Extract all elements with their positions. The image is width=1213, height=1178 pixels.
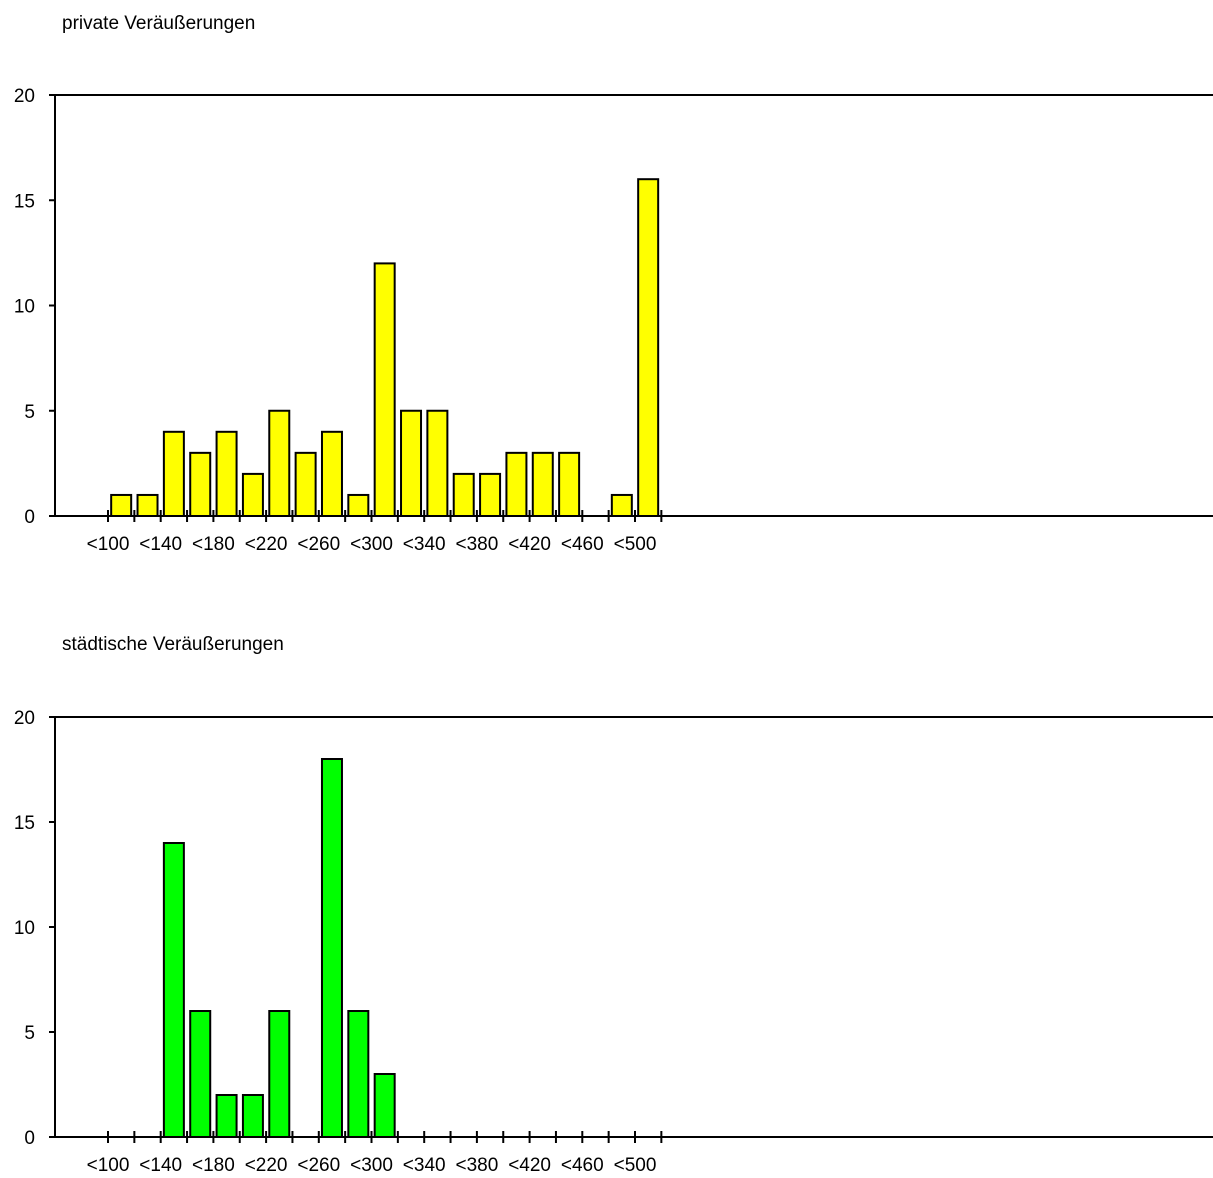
x-tick-label: <420 [508,534,551,555]
x-tick-label: <180 [192,1155,235,1176]
x-tick-label: <140 [139,1155,182,1176]
x-tick-label: <220 [245,534,288,555]
x-tick-label: <300 [350,534,393,555]
bar->=500 [637,178,660,517]
chart-municipal: städtische Veräußerungen 0 5 10 15 20 <100 <14… [0,622,1213,1178]
bar-<280 [320,430,343,517]
x-tick-label: <100 [87,534,130,555]
bar-<240 [268,409,291,517]
bar-<340 [400,409,423,517]
x-tick-label: <140 [139,534,182,555]
y-tick-label: 15 [14,191,35,212]
bar-<460 [558,451,581,518]
x-tick-label: <420 [508,1155,551,1176]
y-tick-label: 20 [14,708,35,729]
x-tick-label: <380 [456,1155,499,1176]
bar-<320 [373,1073,396,1138]
bar-<420 [505,451,528,518]
x-tick-label: <340 [403,1155,446,1176]
y-tick-label: 10 [14,297,35,318]
bar-<300 [347,1010,370,1138]
bar-<180 [189,1010,212,1138]
chart-title: städtische Veräußerungen [62,634,284,655]
x-tick-label: <340 [403,534,446,555]
bar-<140 [136,493,159,518]
x-tick-label: <220 [245,1155,288,1176]
x-tick-label: <100 [87,1155,130,1176]
bar-<200 [215,430,238,517]
y-tick-label: 5 [24,1023,35,1044]
bar-<440 [531,451,554,518]
bar-<160 [162,430,185,517]
y-tick-label: 0 [24,507,35,528]
bar-<280 [320,758,343,1138]
bar-<120 [110,493,133,518]
x-tick-label: <260 [297,1155,340,1176]
bar-<260 [294,451,317,518]
x-tick-label: <180 [192,534,235,555]
bar-<220 [241,1094,264,1138]
x-tick-label: <260 [297,534,340,555]
x-tick-label: <500 [614,534,657,555]
bar-<360 [426,409,449,517]
bar-<400 [479,472,502,517]
chart-municipal-plot: 0 5 10 15 20 <100 <140 <180 <220 <260 <300 <340 <380… [14,708,1213,1176]
bar-<300 [347,493,370,518]
x-tick-label: <380 [456,534,499,555]
bar-<220 [241,472,264,517]
bar-<200 [215,1094,238,1138]
y-tick-label: 20 [14,86,35,107]
y-tick-label: 5 [24,402,35,423]
bar-<380 [452,472,475,517]
chart-private: private Veräußerungen 0 5 10 15 20 <100 <140 <1… [14,13,1213,555]
x-tick-label: <460 [561,534,604,555]
y-tick-label: 15 [14,813,35,834]
y-tick-label: 0 [24,1128,35,1149]
x-tick-label: <300 [350,1155,393,1176]
y-tick-label: 10 [14,918,35,939]
bar-<180 [189,451,212,518]
chart-title: private Veräußerungen [62,13,256,34]
bar-<240 [268,1010,291,1138]
bar-<320 [373,262,396,517]
x-tick-label: <460 [561,1155,604,1176]
chart-private-plot: 0 5 10 15 20 <100 <140 <180 <220 <260 <300 <340 <380… [14,86,1213,555]
x-tick-label: <500 [614,1155,657,1176]
bar-<500 [610,493,633,518]
bar-<160 [162,842,185,1138]
